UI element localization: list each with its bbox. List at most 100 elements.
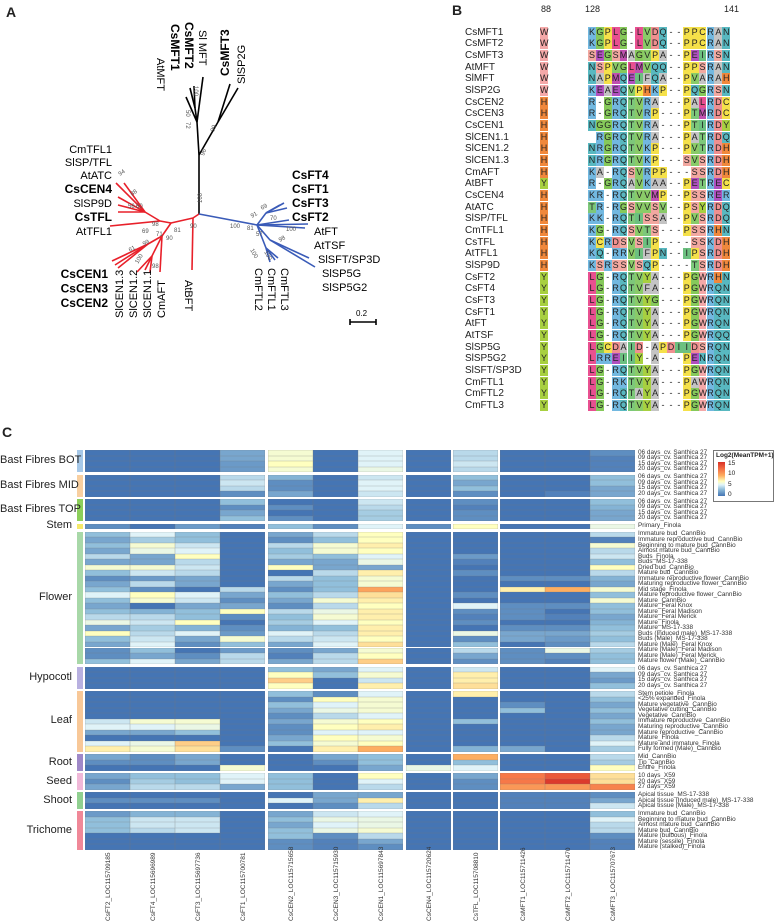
residue [588, 132, 596, 143]
heatmap-cell [453, 647, 498, 653]
residue: P [682, 318, 691, 330]
residue: A [651, 376, 660, 388]
heatmap-cell [220, 666, 265, 673]
residue: - [669, 224, 673, 235]
residue: - [669, 376, 673, 387]
heatmap-cell [268, 658, 313, 665]
heatmap-cell [175, 746, 220, 752]
legend-tick: 15 [728, 460, 736, 467]
bootstrap-value: 100 [192, 86, 198, 97]
tree-leaf-label: CsTFL [75, 210, 112, 224]
residue-88: H [540, 248, 548, 260]
heatmap-cell [545, 641, 590, 648]
residue: R [643, 166, 652, 178]
residue: R [643, 119, 652, 131]
heatmap-cell [313, 480, 358, 486]
residue: E [690, 49, 699, 61]
tree-branch [196, 76, 204, 123]
heatmap-cell [590, 523, 635, 530]
tree-leaf-label: CsFT4 [292, 168, 329, 182]
residue: - [677, 294, 681, 305]
residue: R [706, 259, 715, 271]
heatmap-cell [130, 559, 175, 565]
residue: P [603, 73, 612, 85]
heatmap-cell [85, 619, 130, 626]
heatmap-cell [453, 504, 498, 511]
residue: D [714, 96, 723, 108]
residue: - [677, 189, 681, 200]
alignment-sequence-name: CsCEN4 [465, 189, 504, 201]
residue: Q [619, 399, 628, 411]
residue: Q [651, 73, 660, 85]
residue: T [698, 178, 707, 190]
heatmap-cell [358, 718, 403, 725]
heatmap-cell [590, 636, 635, 642]
heatmap-cell [268, 450, 313, 456]
residue: T [627, 388, 636, 400]
tree-leaf-label: AtBFT [182, 280, 194, 311]
heatmap-cell [500, 510, 545, 516]
residue: P [682, 61, 691, 73]
heatmap-cell [175, 564, 220, 571]
heatmap-cell [590, 792, 635, 798]
residue: L [588, 353, 596, 365]
residue: N [722, 224, 731, 236]
residue: - [661, 353, 665, 364]
residue: Q [619, 73, 628, 85]
heatmap-cell [85, 658, 130, 665]
residue: R [706, 119, 715, 131]
heatmap-cell [453, 575, 498, 582]
alignment-sequence-name: CsCEN3 [465, 108, 504, 120]
residue: - [669, 154, 673, 165]
sample-row-label: Maturing reproductive_CannBio [638, 722, 728, 730]
residue: - [677, 259, 681, 270]
residue: D [635, 341, 644, 353]
heatmap-cell [406, 575, 451, 582]
heatmap-cell [313, 718, 358, 725]
heatmap-cell [358, 603, 403, 609]
heatmap-cell [500, 537, 545, 543]
heatmap-cell [453, 838, 498, 845]
tree-branch [123, 182, 146, 213]
bootstrap-value: 99 [210, 124, 218, 133]
residue: D [714, 248, 723, 260]
residue: D [714, 166, 723, 178]
bootstrap-value: 88 [130, 189, 139, 198]
residue: D [714, 213, 723, 225]
residue: S [698, 166, 707, 178]
group-color-bar [77, 499, 83, 522]
heatmap-cell [406, 691, 451, 697]
residue: A [651, 341, 660, 353]
heatmap-cell [358, 778, 403, 785]
heatmap-cell [220, 564, 265, 571]
heatmap-cell [175, 811, 220, 817]
residue: V [643, 201, 652, 213]
alignment-sequence-name: CsCEN2 [465, 96, 504, 108]
heatmap-cell [453, 619, 498, 626]
heatmap-cell [130, 740, 175, 747]
heatmap-cell [313, 683, 358, 689]
legend-tick: 10 [728, 470, 736, 477]
heatmap-cell [453, 548, 498, 554]
heatmap-cell [358, 504, 403, 511]
residue: - [669, 329, 673, 340]
heatmap-cell [268, 531, 313, 538]
alignment-sequence-name: CsMFT1 [465, 26, 504, 38]
heatmap-cell [85, 515, 130, 522]
residue: P [682, 131, 691, 143]
heatmap-cell [268, 485, 313, 492]
heatmap-cell [175, 653, 220, 659]
alignment-sequence-name: CsFT3 [465, 294, 495, 306]
residue: N [588, 61, 596, 73]
residue: E [611, 84, 620, 96]
sample-row-label: 20 days_cv. Santhica 27 [638, 514, 708, 522]
residue: A [627, 178, 636, 190]
heatmap-cell [545, 707, 590, 714]
heatmap-cell [500, 666, 545, 673]
residue: K [588, 248, 596, 260]
heatmap-cell [406, 811, 451, 817]
bootstrap-value: 94 [118, 169, 127, 178]
heatmap-cell [220, 592, 265, 598]
residue: - [606, 388, 610, 399]
heatmap-cell [590, 461, 635, 467]
